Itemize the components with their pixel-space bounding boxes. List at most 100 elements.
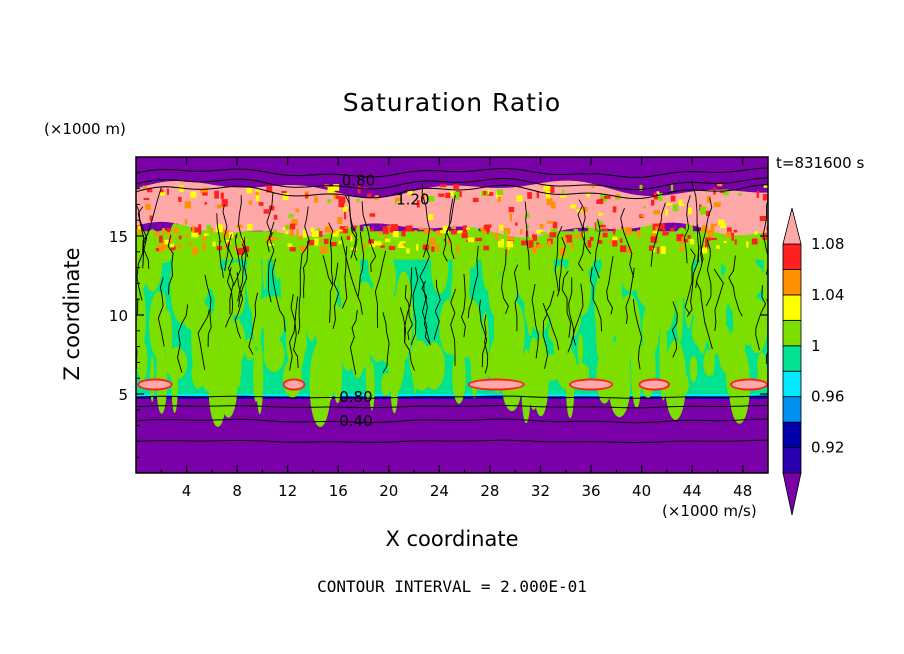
speckle bbox=[687, 235, 691, 239]
speckle bbox=[709, 237, 717, 240]
speckle bbox=[498, 240, 504, 248]
speckle bbox=[344, 212, 347, 220]
speckle bbox=[438, 193, 445, 197]
speckle bbox=[562, 190, 565, 195]
speckle bbox=[550, 228, 557, 234]
speckle bbox=[236, 224, 243, 229]
supersat-patch bbox=[482, 330, 489, 353]
speckle bbox=[317, 231, 323, 237]
speckle bbox=[343, 225, 349, 234]
contour-label: 0.40 bbox=[339, 412, 372, 430]
contour-line bbox=[167, 234, 174, 295]
speckle bbox=[585, 226, 589, 229]
speckle bbox=[191, 232, 199, 238]
speckle bbox=[390, 242, 397, 247]
contour-line bbox=[136, 233, 149, 301]
contour-line bbox=[479, 299, 488, 368]
speckle bbox=[487, 189, 490, 194]
speckle bbox=[756, 190, 759, 198]
speckle bbox=[338, 200, 345, 208]
supersat-patch bbox=[577, 333, 584, 366]
speckle bbox=[191, 226, 196, 234]
speckle bbox=[559, 247, 566, 256]
speckle bbox=[143, 197, 150, 201]
speckle bbox=[746, 241, 749, 248]
supersat-patch bbox=[256, 341, 264, 415]
contour-line bbox=[328, 222, 334, 286]
speckle bbox=[308, 239, 315, 246]
contour-line bbox=[671, 301, 678, 358]
contour-line bbox=[762, 198, 768, 275]
contour-line bbox=[695, 222, 704, 289]
speckle bbox=[500, 239, 504, 244]
contour-line bbox=[136, 405, 768, 409]
speckle bbox=[146, 188, 153, 193]
base-supersat-blob bbox=[640, 380, 669, 389]
speckle bbox=[563, 237, 567, 245]
speckle bbox=[392, 230, 399, 238]
supersat-patch bbox=[763, 247, 768, 298]
speckle bbox=[157, 244, 164, 252]
speckle bbox=[368, 239, 374, 244]
speckle bbox=[486, 226, 489, 235]
contour-labels: 0.80 1.20 0.80 0.40 bbox=[339, 172, 429, 430]
contour-line bbox=[567, 283, 584, 353]
speckle bbox=[653, 210, 661, 215]
contour-line bbox=[404, 284, 413, 341]
speckle bbox=[451, 230, 457, 235]
contour-line bbox=[695, 280, 713, 350]
colorbar-tick-label: 0.96 bbox=[811, 388, 844, 406]
contour-line bbox=[467, 245, 479, 318]
speckle bbox=[480, 242, 486, 245]
speckle bbox=[161, 241, 167, 250]
contour-label: 0.80 bbox=[339, 388, 372, 406]
speckle bbox=[170, 243, 174, 248]
speckle bbox=[414, 230, 418, 233]
contour-line bbox=[136, 439, 768, 443]
speckle bbox=[389, 226, 394, 233]
supersat-patch bbox=[165, 347, 188, 380]
y-tick-label: 10 bbox=[109, 307, 128, 325]
speckle bbox=[269, 205, 275, 211]
speckle bbox=[545, 190, 551, 199]
speckle bbox=[184, 201, 192, 209]
speckle bbox=[710, 223, 715, 232]
supersat-patch bbox=[488, 336, 507, 393]
contour-line bbox=[589, 267, 603, 332]
speckle bbox=[722, 189, 729, 196]
speckle bbox=[206, 224, 212, 232]
speckle bbox=[465, 227, 470, 230]
speckle bbox=[506, 240, 514, 248]
contour-line bbox=[606, 256, 614, 315]
speckle bbox=[519, 229, 523, 235]
contour-line bbox=[348, 195, 358, 261]
speckle bbox=[582, 207, 588, 213]
speckle bbox=[192, 247, 198, 255]
x-tick-label: 24 bbox=[430, 482, 449, 500]
contour-line bbox=[204, 274, 212, 348]
speckle bbox=[184, 218, 188, 225]
contour-line bbox=[561, 270, 572, 338]
speckle bbox=[203, 233, 209, 236]
speckle bbox=[202, 242, 206, 251]
speckle bbox=[453, 191, 460, 200]
speckle bbox=[598, 224, 606, 228]
speckle bbox=[369, 213, 376, 217]
contour-line bbox=[297, 269, 301, 335]
speckle bbox=[186, 232, 189, 239]
contour-line bbox=[461, 274, 466, 338]
speckle bbox=[508, 206, 515, 213]
contour-line bbox=[157, 277, 165, 347]
contour-line bbox=[404, 267, 413, 342]
supersat-patch bbox=[684, 276, 693, 329]
speckle bbox=[546, 220, 554, 224]
speckle bbox=[407, 190, 413, 195]
speckle bbox=[431, 246, 435, 252]
speckle bbox=[480, 227, 484, 231]
speckle bbox=[255, 195, 260, 202]
contour-line bbox=[322, 255, 334, 323]
speckle bbox=[384, 234, 388, 239]
speckle bbox=[719, 223, 726, 229]
x-tick-label: 4 bbox=[182, 482, 192, 500]
contour-line bbox=[765, 298, 768, 364]
